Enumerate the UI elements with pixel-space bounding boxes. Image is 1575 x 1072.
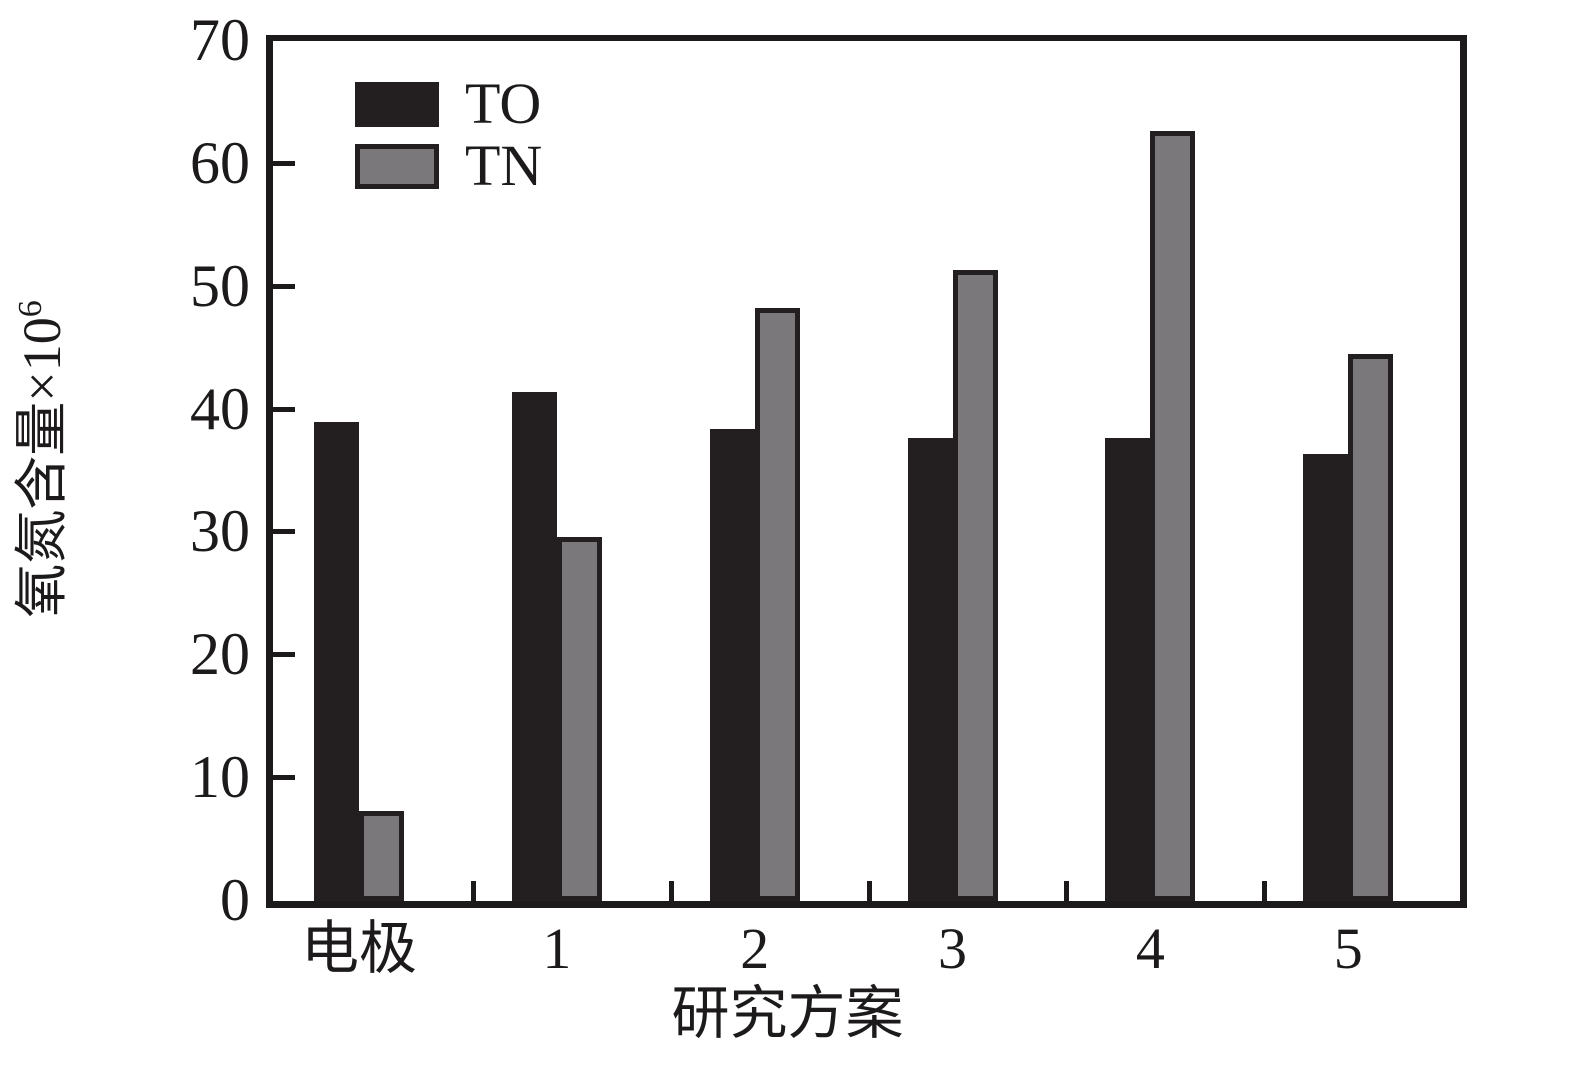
chart-legend: TO TN bbox=[355, 73, 542, 197]
x-axis-tick-label-2: 2 bbox=[740, 916, 770, 981]
legend-label-to: TO bbox=[465, 71, 542, 136]
x-axis-tick bbox=[1064, 881, 1070, 901]
legend-swatch-to bbox=[355, 81, 439, 127]
x-axis-tick bbox=[470, 881, 476, 901]
legend-row-to: TO bbox=[355, 73, 542, 135]
y-axis-tick bbox=[273, 283, 295, 289]
plot-area bbox=[266, 35, 1467, 908]
y-axis-tick-label: 0 bbox=[220, 867, 250, 933]
x-axis-tick bbox=[1460, 881, 1465, 901]
y-axis-tick-label: 40 bbox=[190, 375, 250, 442]
x-axis-tick bbox=[1262, 881, 1268, 901]
bar-tn-3 bbox=[952, 269, 998, 901]
bar-to-5 bbox=[1303, 453, 1349, 901]
y-axis-title: 氧氮含量×106 bbox=[12, 199, 72, 719]
bar-to-1 bbox=[511, 392, 557, 901]
legend-label-tn: TN bbox=[465, 133, 543, 198]
x-axis-tick-label-3: 3 bbox=[938, 916, 968, 981]
y-axis-title-text: 氧氮含量×10 bbox=[12, 317, 72, 618]
y-axis-tick-label: 50 bbox=[190, 252, 250, 319]
y-axis-tick bbox=[273, 652, 295, 658]
plot-inner bbox=[273, 41, 1465, 901]
x-axis-tick-label-1: 1 bbox=[542, 916, 572, 981]
y-axis-tick-label: 10 bbox=[190, 744, 250, 811]
y-axis-title-exponent: 6 bbox=[12, 300, 49, 318]
bar-tn-5 bbox=[1348, 354, 1394, 901]
legend-row-tn: TN bbox=[355, 135, 542, 197]
y-axis-tick-label: 60 bbox=[190, 129, 250, 196]
y-axis-tick bbox=[273, 529, 295, 535]
bar-to-3 bbox=[907, 437, 953, 901]
bar-tn-2 bbox=[754, 307, 800, 901]
y-axis-tick-labels: 0 10 20 30 40 50 60 70 bbox=[120, 0, 250, 1072]
x-axis-tick-label-4: 4 bbox=[1135, 916, 1165, 981]
bar-tn-4 bbox=[1150, 130, 1196, 901]
bar-to-2 bbox=[709, 429, 755, 901]
y-axis-tick bbox=[273, 775, 295, 781]
legend-swatch-tn bbox=[355, 143, 439, 189]
bar-tn-0 bbox=[359, 811, 405, 901]
y-axis-tick bbox=[273, 406, 295, 412]
y-axis-tick bbox=[273, 160, 295, 166]
bar-to-0 bbox=[314, 421, 360, 901]
x-axis-tick bbox=[668, 881, 674, 901]
x-axis-title: 研究方案 bbox=[671, 981, 904, 1046]
x-axis-tick-label-5: 5 bbox=[1333, 916, 1363, 981]
y-axis-tick-label: 30 bbox=[190, 498, 250, 565]
x-axis-tick-label-0: 电极 bbox=[301, 916, 418, 981]
y-axis-tick-label: 20 bbox=[190, 621, 250, 688]
x-axis-tick bbox=[866, 881, 872, 901]
bar-to-4 bbox=[1105, 437, 1151, 901]
bar-tn-1 bbox=[556, 537, 602, 901]
y-axis-tick-label: 70 bbox=[190, 7, 250, 73]
